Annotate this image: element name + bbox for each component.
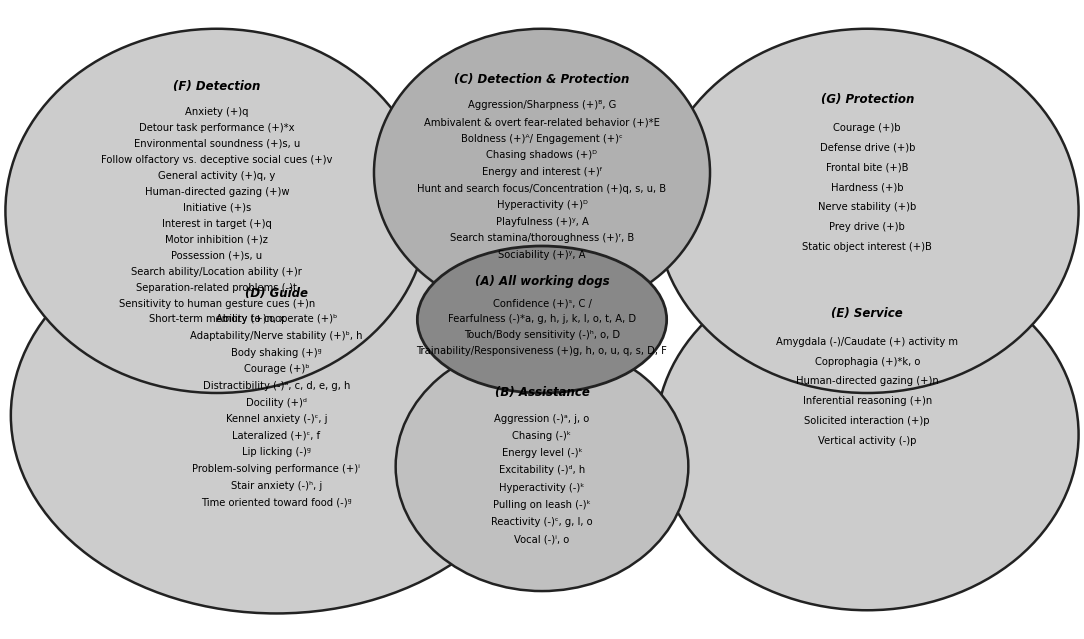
- Text: Stair anxiety (-)ʰ, j: Stair anxiety (-)ʰ, j: [231, 481, 322, 491]
- Text: Energy level (-)ᵏ: Energy level (-)ᵏ: [502, 448, 582, 458]
- Text: (D) Guide: (D) Guide: [245, 288, 308, 300]
- Text: Short-term memory (+)n, x: Short-term memory (+)n, x: [149, 314, 285, 325]
- Text: Reactivity (-)ᶜ, g, l, o: Reactivity (-)ᶜ, g, l, o: [491, 517, 593, 527]
- Text: Search stamina/thoroughness (+)ʳ, B: Search stamina/thoroughness (+)ʳ, B: [450, 233, 634, 243]
- Text: Separation-related problems (-)t: Separation-related problems (-)t: [137, 282, 297, 293]
- Text: Kennel anxiety (-)ᶜ, j: Kennel anxiety (-)ᶜ, j: [225, 414, 327, 424]
- Text: Solicited interaction (+)p: Solicited interaction (+)p: [804, 416, 930, 426]
- Text: Hyperactivity (-)ᵏ: Hyperactivity (-)ᵏ: [500, 482, 584, 493]
- Text: (F) Detection: (F) Detection: [173, 80, 260, 93]
- Text: Boldness (+)ᴬ/ Engagement (+)ᶜ: Boldness (+)ᴬ/ Engagement (+)ᶜ: [461, 134, 623, 144]
- Text: Sociability (+)ʸ, A: Sociability (+)ʸ, A: [499, 250, 585, 260]
- Text: Sensitivity to human gesture cues (+)n: Sensitivity to human gesture cues (+)n: [118, 298, 315, 309]
- Text: Body shaking (+)ᵍ: Body shaking (+)ᵍ: [231, 348, 322, 358]
- Text: Aggression (-)ᵃ, j, o: Aggression (-)ᵃ, j, o: [494, 413, 590, 424]
- Text: Lip licking (-)ᵍ: Lip licking (-)ᵍ: [242, 447, 311, 458]
- Text: Hyperactivity (+)ᴰ: Hyperactivity (+)ᴰ: [496, 200, 588, 210]
- Text: (B) Assistance: (B) Assistance: [494, 387, 590, 399]
- Ellipse shape: [374, 29, 710, 316]
- Text: Excitability (-)ᵈ, h: Excitability (-)ᵈ, h: [499, 465, 585, 475]
- Text: Ambivalent & overt fear-related behavior (+)*E: Ambivalent & overt fear-related behavior…: [424, 117, 660, 127]
- Text: Trainability/Responsiveness (+)g, h, o, u, q, s, D, F: Trainability/Responsiveness (+)g, h, o, …: [416, 346, 668, 357]
- Text: Anxiety (+)q: Anxiety (+)q: [185, 107, 248, 117]
- Text: Follow olfactory vs. deceptive social cues (+)v: Follow olfactory vs. deceptive social cu…: [101, 155, 333, 165]
- Text: Hunt and search focus/Concentration (+)q, s, u, B: Hunt and search focus/Concentration (+)q…: [417, 183, 667, 194]
- Text: Vertical activity (-)p: Vertical activity (-)p: [818, 436, 916, 446]
- Text: Courage (+)b: Courage (+)b: [834, 123, 901, 133]
- Text: Nerve stability (+)b: Nerve stability (+)b: [818, 202, 916, 212]
- Text: Courage (+)ᵇ: Courage (+)ᵇ: [244, 364, 309, 374]
- Ellipse shape: [656, 29, 1079, 393]
- Ellipse shape: [396, 342, 688, 591]
- Text: Motor inhibition (+)z: Motor inhibition (+)z: [166, 235, 268, 245]
- Text: (C) Detection & Protection: (C) Detection & Protection: [454, 73, 630, 86]
- Ellipse shape: [5, 29, 428, 393]
- Text: Lateralized (+)ᶜ, f: Lateralized (+)ᶜ, f: [232, 431, 321, 441]
- Text: Playfulness (+)ʸ, A: Playfulness (+)ʸ, A: [495, 217, 589, 227]
- Text: Distractibility (-)ᵃ, c, d, e, g, h: Distractibility (-)ᵃ, c, d, e, g, h: [203, 381, 350, 391]
- Text: Human-directed gazing (+)n: Human-directed gazing (+)n: [796, 376, 939, 387]
- Text: Aggression/Sharpness (+)ᴮ, G: Aggression/Sharpness (+)ᴮ, G: [468, 100, 616, 111]
- Text: (G) Protection: (G) Protection: [821, 93, 914, 105]
- Text: Chasing (-)ᵏ: Chasing (-)ᵏ: [513, 431, 571, 441]
- Text: Prey drive (+)b: Prey drive (+)b: [829, 222, 905, 232]
- Text: (A) All working dogs: (A) All working dogs: [475, 275, 609, 288]
- Text: Amygdala (-)/Caudate (+) activity m: Amygdala (-)/Caudate (+) activity m: [776, 337, 958, 347]
- Text: Energy and interest (+)ᶠ: Energy and interest (+)ᶠ: [481, 167, 603, 177]
- Text: Environmental soundness (+)s, u: Environmental soundness (+)s, u: [133, 139, 300, 149]
- Text: Detour task performance (+)*x: Detour task performance (+)*x: [139, 123, 295, 133]
- Text: Hardness (+)b: Hardness (+)b: [831, 182, 903, 192]
- Text: General activity (+)q, y: General activity (+)q, y: [158, 171, 275, 181]
- Ellipse shape: [417, 246, 667, 393]
- Text: Human-directed gazing (+)w: Human-directed gazing (+)w: [144, 187, 289, 197]
- Text: Chasing shadows (+)ᴰ: Chasing shadows (+)ᴰ: [487, 150, 597, 160]
- Text: Inferential reasoning (+)n: Inferential reasoning (+)n: [802, 396, 932, 406]
- Text: Initiative (+)s: Initiative (+)s: [183, 203, 250, 213]
- Text: Possession (+)s, u: Possession (+)s, u: [171, 250, 262, 261]
- Text: Touch/Body sensitivity (-)ʰ, o, D: Touch/Body sensitivity (-)ʰ, o, D: [464, 330, 620, 341]
- Text: Fearfulness (-)*a, g, h, j, k, l, o, t, A, D: Fearfulness (-)*a, g, h, j, k, l, o, t, …: [448, 314, 636, 325]
- Text: Defense drive (+)b: Defense drive (+)b: [820, 142, 915, 153]
- Text: Coprophagia (+)*k, o: Coprophagia (+)*k, o: [814, 357, 920, 367]
- Text: Problem-solving performance (+)ⁱ: Problem-solving performance (+)ⁱ: [193, 464, 360, 474]
- Text: Docility (+)ᵈ: Docility (+)ᵈ: [246, 397, 307, 408]
- Text: Confidence (+)ˢ, C /: Confidence (+)ˢ, C /: [492, 298, 592, 309]
- Text: Interest in target (+)q: Interest in target (+)q: [162, 219, 272, 229]
- Text: Pulling on leash (-)ᵏ: Pulling on leash (-)ᵏ: [493, 500, 591, 510]
- Ellipse shape: [656, 259, 1079, 610]
- Text: Frontal bite (+)B: Frontal bite (+)B: [826, 162, 908, 173]
- Ellipse shape: [11, 217, 542, 613]
- Text: Search ability/Location ability (+)r: Search ability/Location ability (+)r: [131, 266, 302, 277]
- Text: Ability to cooperate (+)ᵇ: Ability to cooperate (+)ᵇ: [216, 314, 337, 325]
- Text: Time oriented toward food (-)ᵍ: Time oriented toward food (-)ᵍ: [201, 497, 352, 507]
- Text: Adaptability/Nerve stability (+)ᵇ, h: Adaptability/Nerve stability (+)ᵇ, h: [190, 331, 363, 341]
- Text: (E) Service: (E) Service: [831, 307, 903, 320]
- Text: Static object interest (+)B: Static object interest (+)B: [802, 242, 932, 252]
- Text: Vocal (-)ⁱ, o: Vocal (-)ⁱ, o: [515, 534, 569, 544]
